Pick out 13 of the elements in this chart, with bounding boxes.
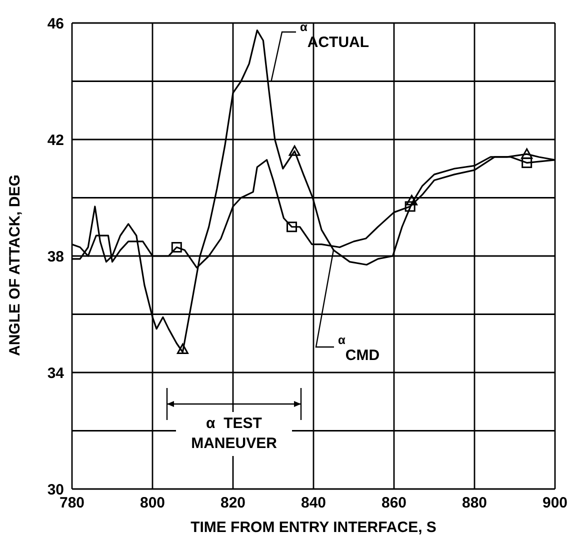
x-tick-label: 880 [462,494,488,512]
x-tick-label: 900 [542,494,568,512]
y-axis-title: ANGLE OF ATTACK, DEG [6,174,24,356]
x-tick-label: 820 [220,494,246,512]
y-tick-label: 34 [47,364,65,382]
x-tick-label: 860 [381,494,407,512]
y-tick-label: 42 [47,132,64,149]
y-tick-label: 46 [47,15,64,32]
x-tick-label: 800 [140,494,166,512]
x-axis-title: TIME FROM ENTRY INTERFACE, S [190,519,436,536]
y-tick-label: 38 [47,248,64,266]
annotation: α TEST MANEUVER [191,415,278,452]
x-tick-label: 840 [300,494,326,512]
